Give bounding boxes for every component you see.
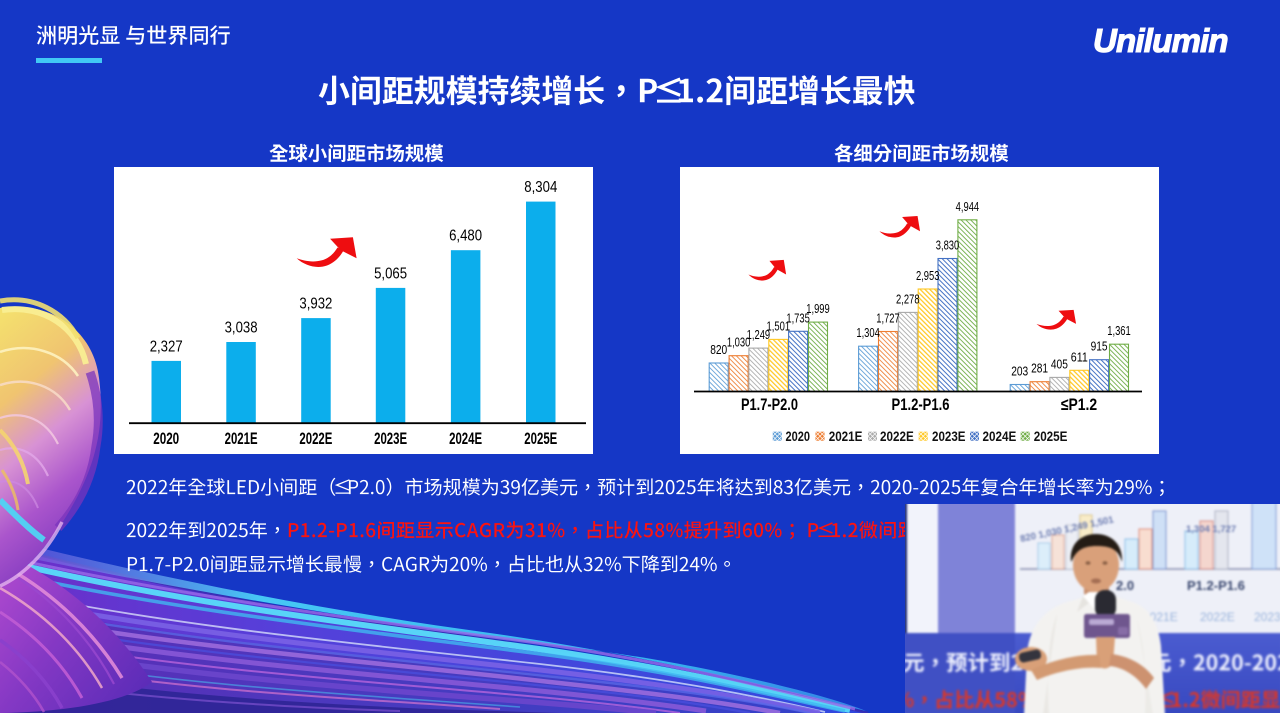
svg-text:5,065: 5,065 xyxy=(374,265,407,282)
svg-text:1,999: 1,999 xyxy=(806,302,830,316)
svg-text:3,830: 3,830 xyxy=(936,239,960,253)
svg-text:2022E: 2022E xyxy=(1200,610,1235,624)
svg-text:611: 611 xyxy=(1071,350,1088,364)
svg-text:8,304: 8,304 xyxy=(524,179,557,196)
svg-text:4,944: 4,944 xyxy=(956,200,980,214)
svg-text:1,727: 1,727 xyxy=(876,312,900,326)
svg-text:2022E: 2022E xyxy=(880,429,914,444)
svg-text:3,932: 3,932 xyxy=(299,296,332,313)
svg-text:2025E: 2025E xyxy=(524,429,557,448)
svg-text:1,361: 1,361 xyxy=(1107,324,1131,338)
svg-text:820: 820 xyxy=(710,343,727,357)
svg-text:3,038: 3,038 xyxy=(225,320,258,337)
svg-text:2023E: 2023E xyxy=(374,429,407,448)
svg-text:2020: 2020 xyxy=(786,429,811,444)
svg-text:2021E: 2021E xyxy=(829,429,863,444)
svg-text:2020: 2020 xyxy=(153,429,179,448)
svg-text:203: 203 xyxy=(1011,365,1028,379)
svg-text:2023: 2023 xyxy=(1254,610,1280,624)
svg-text:1,501: 1,501 xyxy=(767,319,791,333)
svg-text:2021E: 2021E xyxy=(225,429,258,448)
svg-text:1,304: 1,304 xyxy=(856,326,880,340)
svg-text:2,327: 2,327 xyxy=(150,338,183,355)
svg-text:1,249: 1,249 xyxy=(747,328,771,342)
svg-text:405: 405 xyxy=(1051,357,1068,371)
svg-text:P1.7-P2.0: P1.7-P2.0 xyxy=(741,395,798,414)
svg-text:281: 281 xyxy=(1031,362,1048,376)
svg-text:2024E: 2024E xyxy=(449,429,482,448)
svg-text:2024E: 2024E xyxy=(983,429,1017,444)
svg-text:P1.2-P1.6: P1.2-P1.6 xyxy=(892,395,950,414)
svg-text:1,304 1,727: 1,304 1,727 xyxy=(1186,524,1236,535)
svg-text:1,030: 1,030 xyxy=(727,336,751,350)
svg-text:2,278: 2,278 xyxy=(896,292,920,306)
svg-text:≤P1.2: ≤P1.2 xyxy=(1061,395,1097,414)
svg-text:2025E: 2025E xyxy=(1034,429,1068,444)
svg-text:2022E: 2022E xyxy=(299,429,332,448)
svg-text:6,480: 6,480 xyxy=(449,228,482,245)
svg-text:2.0: 2.0 xyxy=(1116,578,1134,593)
svg-text:1,735: 1,735 xyxy=(786,311,810,325)
svg-text:2,953: 2,953 xyxy=(916,269,940,283)
svg-text:915: 915 xyxy=(1091,340,1108,354)
svg-text:2023E: 2023E xyxy=(932,429,966,444)
svg-text:P1.2-P1.6: P1.2-P1.6 xyxy=(1187,578,1245,593)
